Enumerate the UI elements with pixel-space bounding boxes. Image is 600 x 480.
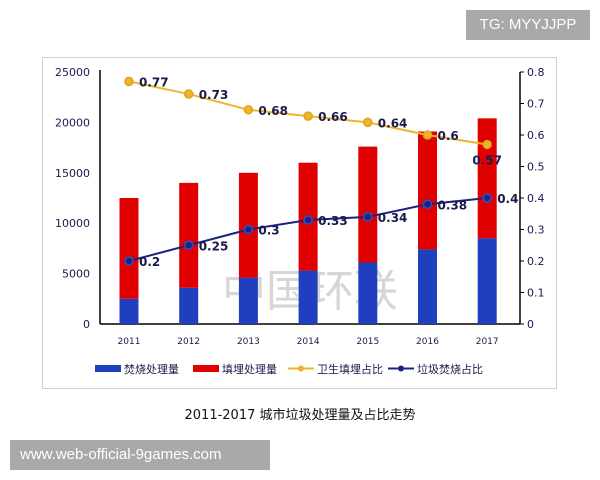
chart-panel bbox=[42, 57, 557, 389]
y-left-tick-label: 5000 bbox=[62, 268, 90, 281]
landfill-ratio-point bbox=[243, 105, 254, 115]
y-right-tick-label: 0.6 bbox=[527, 129, 545, 142]
bar-landfill bbox=[477, 118, 497, 239]
landfill-ratio-point bbox=[124, 76, 134, 87]
landfill-ratio-point bbox=[303, 111, 313, 121]
incineration-ratio-point bbox=[422, 199, 433, 210]
y-right-tick-label: 0.8 bbox=[527, 66, 545, 79]
incineration-ratio-point bbox=[363, 212, 373, 222]
bar-incineration bbox=[179, 287, 199, 324]
bar-landfill bbox=[418, 131, 437, 250]
landfill-ratio-data-label: 0.68 bbox=[258, 104, 288, 118]
watermark-top: TG: MYYJJPP bbox=[466, 10, 590, 40]
x-tick-label: 2014 bbox=[297, 337, 320, 347]
bar-incineration bbox=[238, 277, 258, 324]
landfill-ratio-point bbox=[183, 89, 194, 99]
x-tick-label: 2016 bbox=[416, 337, 439, 347]
y-left-tick-label: 25000 bbox=[55, 66, 90, 79]
legend-swatch bbox=[193, 365, 219, 372]
y-left-tick-label: 20000 bbox=[55, 116, 90, 129]
y-right-tick-label: 0.7 bbox=[527, 98, 545, 111]
incineration-ratio-data-label: 0.34 bbox=[378, 211, 408, 225]
landfill-ratio-data-label: 0.66 bbox=[318, 110, 348, 124]
bar-incineration bbox=[119, 298, 139, 324]
incineration-ratio-data-label: 0.33 bbox=[318, 214, 348, 228]
y-right-tick-label: 0.1 bbox=[527, 287, 545, 300]
landfill-ratio-data-label: 0.6 bbox=[438, 129, 459, 143]
landfill-ratio-data-label: 0.57 bbox=[472, 153, 502, 167]
y-left-tick-label: 15000 bbox=[55, 167, 90, 180]
y-right-tick-label: 0.3 bbox=[527, 224, 545, 237]
legend-swatch bbox=[95, 365, 121, 372]
bar-incineration bbox=[418, 249, 437, 324]
incineration-ratio-point bbox=[183, 240, 194, 250]
y-left-tick-label: 0 bbox=[83, 318, 90, 331]
legend-marker bbox=[298, 365, 304, 372]
incineration-ratio-point bbox=[124, 256, 134, 266]
y-left-tick-label: 10000 bbox=[55, 217, 90, 230]
incineration-ratio-data-label: 0.2 bbox=[139, 255, 160, 269]
landfill-ratio-data-label: 0.77 bbox=[139, 75, 169, 89]
landfill-ratio-data-label: 0.73 bbox=[199, 88, 229, 102]
incineration-ratio-point bbox=[482, 193, 492, 203]
incineration-ratio-data-label: 0.25 bbox=[199, 239, 229, 253]
y-right-tick-label: 0.4 bbox=[527, 192, 545, 205]
bar-incineration bbox=[298, 270, 318, 324]
bar-landfill bbox=[119, 198, 139, 299]
landfill-ratio-point bbox=[363, 117, 373, 128]
legend-marker bbox=[398, 365, 404, 372]
y-right-tick-label: 0.2 bbox=[527, 255, 545, 268]
legend-label: 焚烧处理量 bbox=[124, 363, 179, 376]
incineration-ratio-point bbox=[243, 224, 254, 235]
watermark-bottom: www.web-official-9games.com bbox=[10, 440, 270, 470]
legend-label: 填埋处理量 bbox=[222, 362, 277, 376]
x-tick-label: 2015 bbox=[356, 337, 379, 347]
incineration-ratio-data-label: 0.4 bbox=[497, 192, 518, 206]
incineration-ratio-data-label: 0.3 bbox=[258, 224, 279, 238]
incineration-ratio-point bbox=[303, 215, 313, 225]
bar-landfill bbox=[358, 146, 378, 263]
x-tick-label: 2013 bbox=[237, 337, 260, 347]
y-right-tick-label: 0 bbox=[527, 318, 534, 331]
bar-landfill bbox=[179, 182, 199, 288]
x-tick-label: 2011 bbox=[118, 337, 141, 347]
legend-label: 垃圾焚烧占比 bbox=[417, 362, 483, 376]
bar-incineration bbox=[358, 262, 378, 324]
legend-label: 卫生填埋占比 bbox=[317, 362, 383, 376]
landfill-ratio-point bbox=[482, 139, 492, 150]
landfill-ratio-data-label: 0.64 bbox=[378, 116, 408, 130]
x-tick-label: 2017 bbox=[476, 337, 499, 347]
y-right-tick-label: 0.5 bbox=[527, 161, 545, 174]
bar-incineration bbox=[477, 238, 497, 324]
landfill-ratio-point bbox=[422, 130, 433, 140]
x-tick-label: 2012 bbox=[177, 337, 200, 347]
chart-caption: 2011-2017 城市垃圾处理量及占比走势 bbox=[184, 408, 416, 423]
incineration-ratio-data-label: 0.38 bbox=[438, 198, 468, 212]
